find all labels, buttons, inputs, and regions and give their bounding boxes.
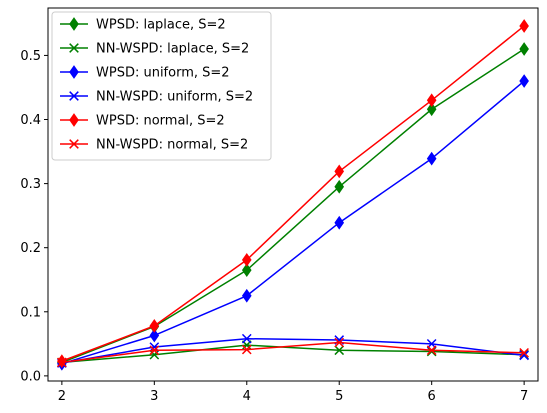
data-point [334, 179, 345, 194]
x-tick-label: 6 [428, 389, 436, 404]
legend-item: NN-WSPD: uniform, S=2 [60, 90, 253, 105]
data-point [149, 345, 160, 356]
series-line [61, 341, 525, 364]
legend-label: NN-WSPD: normal, S=2 [96, 138, 248, 153]
data-point [241, 252, 252, 267]
legend-label: NN-WSPD: laplace, S=2 [96, 42, 249, 57]
data-point [149, 319, 160, 333]
x-tick-label: 3 [150, 389, 158, 404]
y-tick-label: 0.4 [20, 113, 41, 128]
series-6 [57, 337, 529, 368]
series-5 [57, 19, 529, 369]
data-point [426, 346, 437, 357]
data-point [241, 333, 252, 344]
series-line [61, 337, 525, 364]
data-point [519, 42, 529, 56]
legend-item: NN-WSPD: laplace, S=2 [60, 42, 249, 57]
data-point [426, 151, 437, 166]
y-tick-label: 0.1 [20, 305, 41, 320]
x-tick-label: 7 [520, 389, 528, 404]
data-point [149, 328, 160, 343]
data-point [426, 102, 437, 117]
data-point [241, 288, 252, 303]
series-line [61, 25, 525, 362]
data-point [426, 345, 437, 356]
legend-label: WPSD: normal, S=2 [96, 114, 225, 129]
legend-marker [69, 43, 79, 53]
data-point [519, 19, 529, 33]
legend-marker [69, 65, 79, 79]
legend-item: WPSD: laplace, S=2 [60, 17, 226, 33]
data-point [519, 347, 529, 358]
x-tick-label: 4 [243, 389, 251, 404]
legend-box [51, 11, 272, 161]
legend-label: WPSD: uniform, S=2 [96, 66, 230, 81]
x-tick-label: 2 [58, 389, 66, 404]
data-point [241, 263, 252, 277]
data-point [149, 349, 160, 360]
data-point [334, 345, 345, 356]
data-point [519, 74, 529, 88]
y-tick-label: 0.3 [20, 177, 41, 192]
series-line [61, 344, 525, 364]
legend-label: WPSD: laplace, S=2 [96, 18, 226, 33]
legend-marker [69, 139, 79, 149]
plot-area [57, 19, 529, 371]
series-line [61, 80, 525, 365]
legend-marker [69, 113, 79, 127]
y-tick-label: 0.0 [20, 369, 41, 384]
data-point [57, 357, 67, 368]
data-point [334, 337, 345, 348]
y-tick-label: 0.5 [20, 49, 41, 64]
legend: WPSD: laplace, S=2 NN-WSPD: laplace, S=2 W… [51, 11, 272, 161]
data-point [241, 344, 252, 355]
legend-marker [69, 91, 79, 101]
data-point [334, 164, 345, 179]
legend-item: WPSD: uniform, S=2 [60, 65, 230, 81]
data-point [426, 93, 437, 108]
x-axis: 2 3 4 5 6 7 [58, 381, 528, 404]
legend-item: WPSD: normal, S=2 [60, 113, 225, 129]
data-point [334, 215, 345, 230]
axes-frame [47, 7, 539, 382]
y-tick-label: 0.2 [20, 241, 41, 256]
legend-marker [69, 17, 79, 31]
legend-label: NN-WSPD: uniform, S=2 [96, 90, 253, 105]
y-axis: 0.0 0.1 0.2 0.3 0.4 0.5 [20, 49, 48, 384]
x-tick-label: 5 [335, 389, 343, 404]
legend-item: NN-WSPD: normal, S=2 [60, 138, 248, 153]
